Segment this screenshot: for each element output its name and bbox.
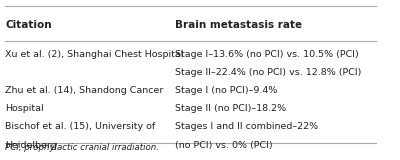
Text: Bischof et al. (15), University of: Bischof et al. (15), University of	[5, 122, 156, 132]
Text: PCI, prophylactic cranial irradiation.: PCI, prophylactic cranial irradiation.	[5, 143, 159, 152]
Text: Heidelberg: Heidelberg	[5, 140, 57, 150]
Text: Zhu et al. (14), Shandong Cancer: Zhu et al. (14), Shandong Cancer	[5, 86, 164, 95]
Text: Stage II–22.4% (no PCI) vs. 12.8% (PCI): Stage II–22.4% (no PCI) vs. 12.8% (PCI)	[175, 68, 362, 77]
Text: Citation: Citation	[5, 20, 52, 30]
Text: Hospital: Hospital	[5, 104, 44, 113]
Text: Xu et al. (2), Shanghai Chest Hospital: Xu et al. (2), Shanghai Chest Hospital	[5, 50, 184, 59]
Text: (no PCI) vs. 0% (PCI): (no PCI) vs. 0% (PCI)	[175, 140, 273, 150]
Text: Brain metastasis rate: Brain metastasis rate	[175, 20, 302, 30]
Text: Stage II (no PCI)–18.2%: Stage II (no PCI)–18.2%	[175, 104, 286, 113]
Text: Stages I and II combined–22%: Stages I and II combined–22%	[175, 122, 318, 132]
Text: Stage I (no PCI)–9.4%: Stage I (no PCI)–9.4%	[175, 86, 278, 95]
Text: Stage I–13.6% (no PCI) vs. 10.5% (PCI): Stage I–13.6% (no PCI) vs. 10.5% (PCI)	[175, 50, 359, 59]
